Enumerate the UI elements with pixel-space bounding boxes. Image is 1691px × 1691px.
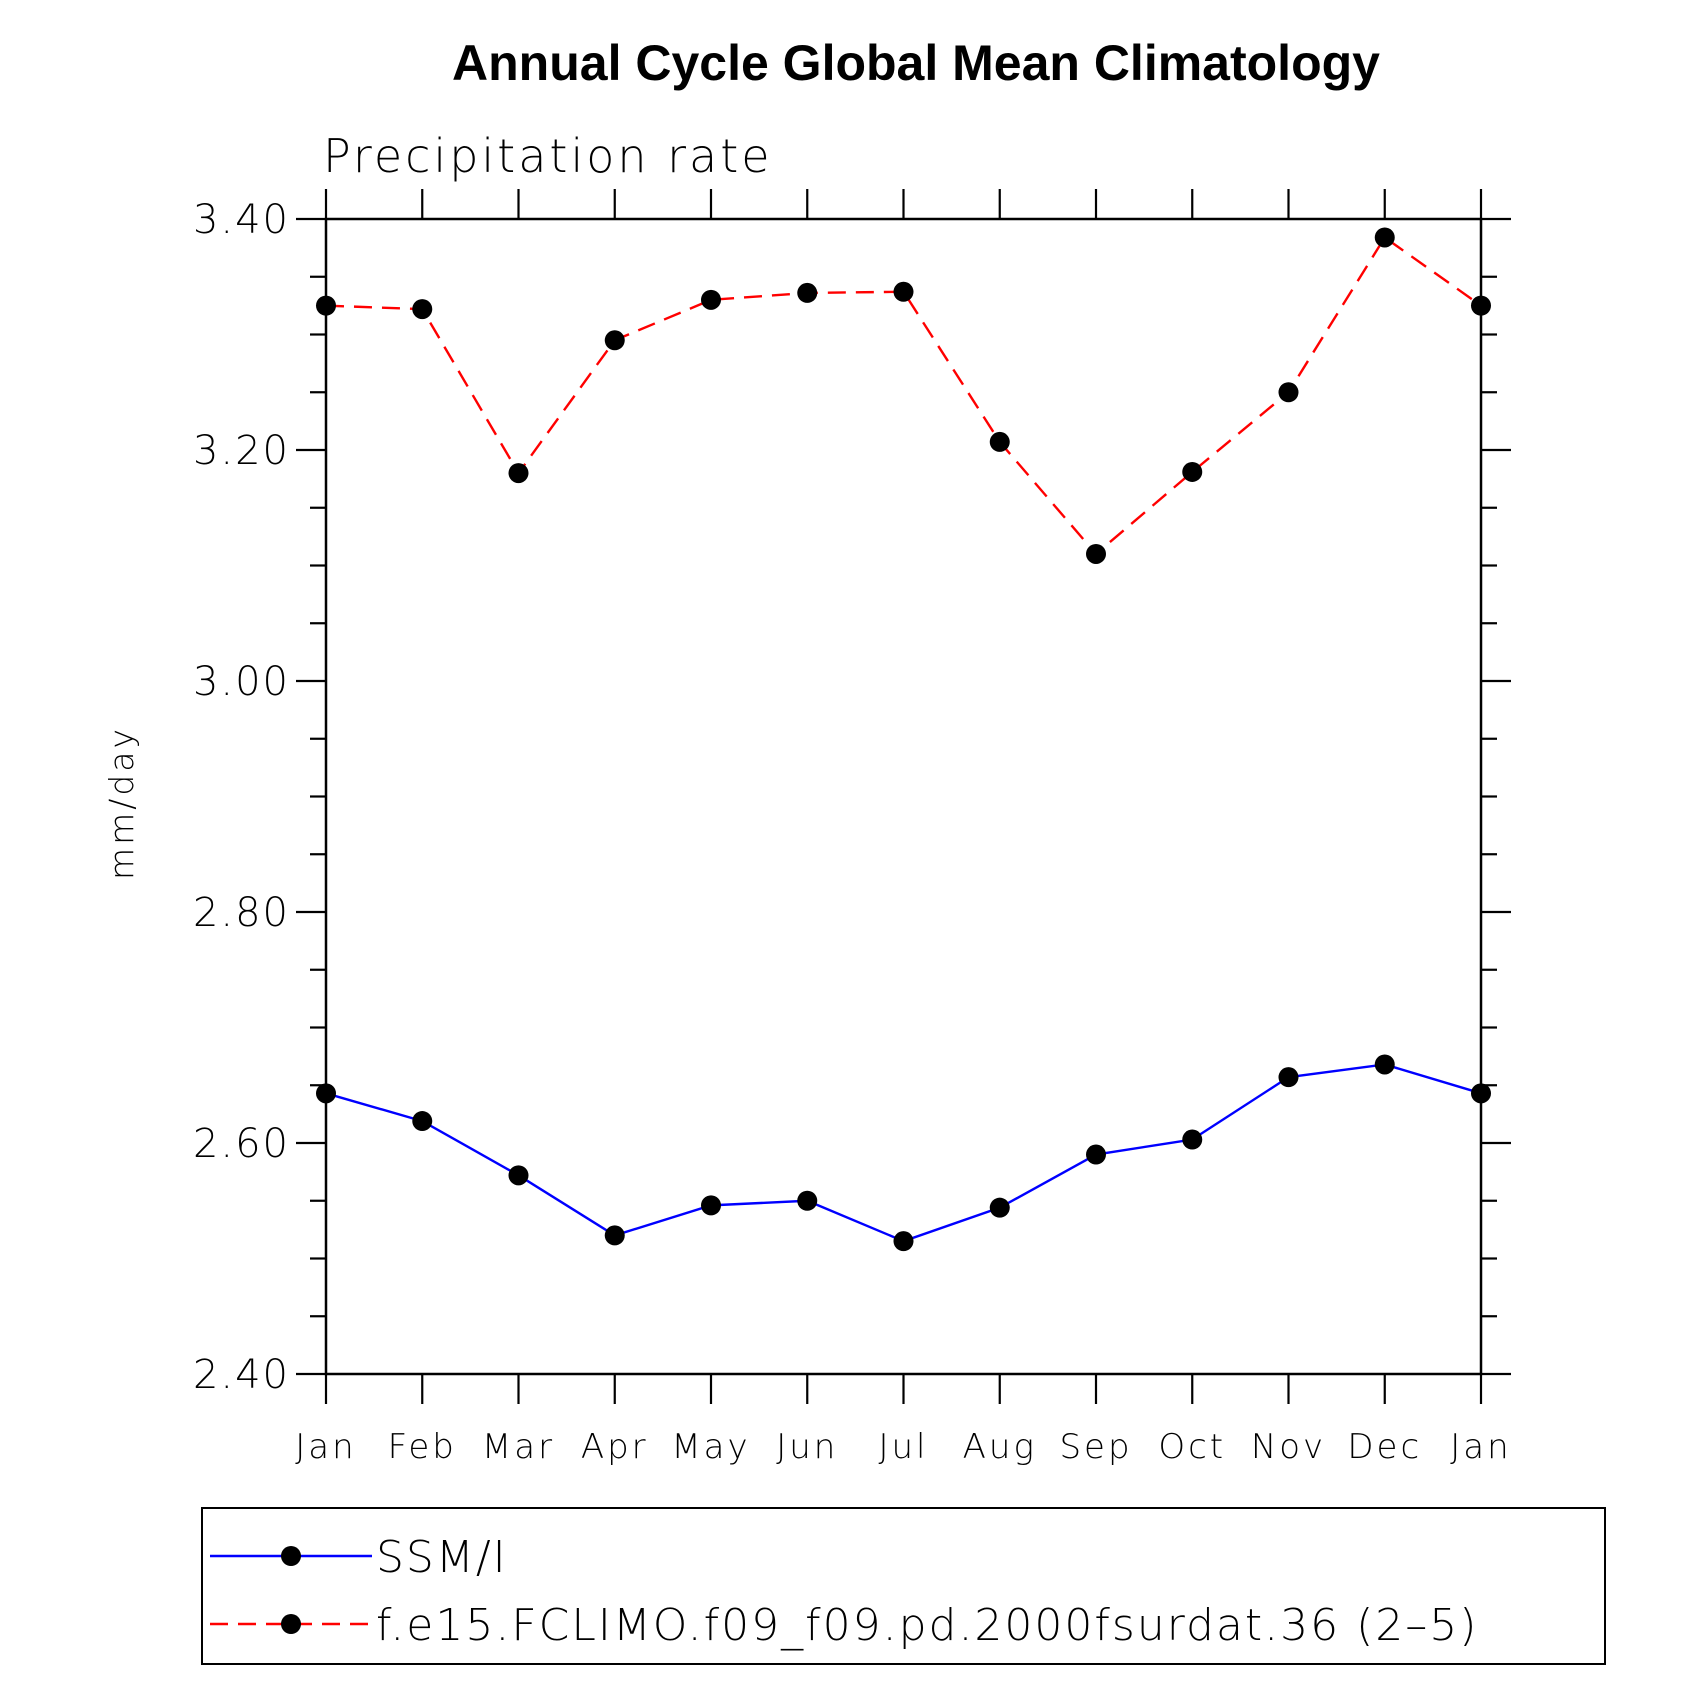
y-tick-label: 2.80 <box>193 890 290 936</box>
plot-frame <box>324 217 1483 1376</box>
x-tick-label: Oct <box>1158 1427 1226 1467</box>
x-tick-label: Feb <box>388 1427 457 1467</box>
series-2-point <box>604 330 625 351</box>
legend-items: SSM/I f.e15.FCLIMO.f09_f09.pd.2000fsurdat… <box>210 1532 1478 1651</box>
x-tick-label: Jul <box>878 1427 928 1467</box>
series-1-point <box>893 1231 914 1252</box>
x-tick-label: Sep <box>1059 1427 1132 1467</box>
x-tick-label: Jan <box>1450 1427 1511 1467</box>
series-1-point <box>701 1195 721 1216</box>
series-2-point <box>316 295 336 316</box>
legend: SSM/I f.e15.FCLIMO.f09_f09.pd.2000fsurdat… <box>201 1507 1606 1665</box>
legend-label-2: f.e15.FCLIMO.f09_f09.pd.2000fsurdat.36 (… <box>376 1600 1478 1651</box>
chart-subtitle: Precipitation rate <box>323 129 773 183</box>
series-2-point <box>893 281 914 302</box>
series-1-point <box>1374 1054 1395 1075</box>
series-2-point <box>1086 543 1106 564</box>
legend-marker-2 <box>281 1614 301 1634</box>
series-2-point <box>412 299 433 320</box>
series-2-point <box>989 431 1010 452</box>
y-axis-ticks: 2.40 2.60 2.80 3.00 3.20 3.40 <box>193 197 1511 1398</box>
series-2-point <box>1278 382 1299 403</box>
x-tick-label: Apr <box>581 1427 649 1467</box>
series-1-point <box>508 1165 529 1186</box>
y-tick-label: 3.00 <box>193 659 290 705</box>
series-1-point <box>1471 1083 1491 1104</box>
x-tick-label: Dec <box>1347 1427 1422 1467</box>
legend-frame <box>201 1507 1606 1665</box>
x-tick-label: Jun <box>776 1427 838 1467</box>
series-2-point <box>508 463 529 484</box>
series-1-point <box>316 1083 336 1104</box>
x-axis-ticks: Jan Feb Mar Apr May Jun Jul Aug Sep Oct Nov Dec Jan <box>295 189 1511 1467</box>
x-tick-label: Aug <box>963 1427 1037 1467</box>
y-tick-label: 3.20 <box>193 428 290 474</box>
y-axis-label: mm/day <box>102 726 141 880</box>
x-tick-label: Jan <box>295 1427 356 1467</box>
series-2-point <box>1182 461 1203 482</box>
y-tick-label: 3.40 <box>193 197 290 243</box>
legend-label-1: SSM/I <box>376 1532 508 1583</box>
x-tick-label: Mar <box>482 1427 555 1467</box>
series-2-point <box>797 282 818 303</box>
series-1-point <box>1278 1067 1299 1088</box>
series-2-point <box>701 289 721 310</box>
series-1-point <box>989 1197 1010 1218</box>
series-1-point <box>797 1190 818 1211</box>
series-1-point <box>604 1225 625 1246</box>
legend-marker-1 <box>281 1546 301 1566</box>
chart-title: Annual Cycle Global Mean Climatology <box>452 35 1380 91</box>
series-1-point <box>1182 1129 1203 1150</box>
y-tick-label: 2.40 <box>193 1352 290 1398</box>
series-line-1 <box>325 1063 1482 1243</box>
series-layer <box>316 227 1491 1252</box>
series-1-point <box>412 1111 433 1132</box>
y-tick-label: 2.60 <box>193 1121 290 1167</box>
series-2-point <box>1374 227 1395 248</box>
x-tick-label: May <box>671 1427 750 1467</box>
series-2-point <box>1471 295 1491 316</box>
series-1-point <box>1086 1144 1106 1165</box>
x-tick-label: Nov <box>1251 1427 1326 1467</box>
